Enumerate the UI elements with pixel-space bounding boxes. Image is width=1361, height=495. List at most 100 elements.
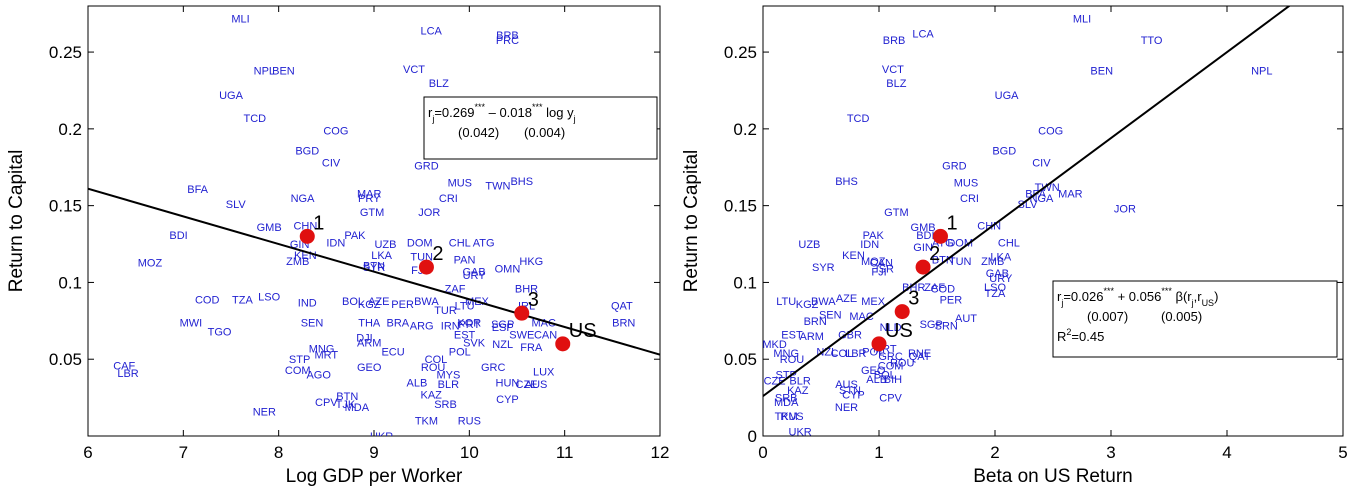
country-point-label: SWE — [509, 330, 534, 342]
plot-area — [762, 5, 1344, 437]
highlight-point-label: US — [885, 320, 913, 342]
country-point-label: QAT — [611, 300, 633, 312]
country-point-label: TZA — [232, 294, 253, 306]
country-point-label: TKM — [775, 411, 798, 423]
country-point-label: GRC — [878, 351, 903, 363]
highlight-point-label: US — [569, 320, 597, 342]
country-point-label: KOR — [457, 317, 481, 329]
country-point-label: QAT — [909, 351, 931, 363]
highlight-point — [932, 228, 948, 244]
country-point-label: STP — [775, 370, 796, 382]
country-point-label: BOL — [874, 370, 896, 382]
country-point-label: LSO — [984, 282, 1006, 294]
regression-annotation-box — [1052, 280, 1338, 358]
country-point-label: NLD — [880, 322, 902, 334]
x-tick-label: 2 — [990, 443, 999, 462]
country-point-label: CRI — [960, 193, 979, 205]
highlight-point — [915, 259, 931, 275]
country-point-label: BHR — [515, 284, 538, 296]
country-point-label: UKR — [370, 431, 393, 443]
country-point-label: IND — [298, 297, 317, 309]
country-point-label: COG — [1038, 125, 1063, 137]
country-point-label: ALB — [866, 374, 887, 386]
y-tick-label: 0.1 — [733, 273, 757, 292]
country-point-label: ECU — [381, 347, 404, 359]
country-point-label: GIN — [913, 242, 933, 254]
highlight-point — [299, 228, 315, 244]
country-point-label: COG — [323, 125, 348, 137]
country-point-label: GMB — [911, 222, 936, 234]
country-point-label: SGP — [920, 319, 943, 331]
y-tick-label: 0.05 — [724, 350, 757, 369]
country-point-label: BHS — [510, 176, 533, 188]
country-point-label: HUN — [496, 377, 520, 389]
country-point-label: CHL — [449, 238, 471, 250]
country-point-label: JOR — [1114, 204, 1136, 216]
regression-annotation-box — [423, 96, 658, 160]
country-point-label: SLV — [1017, 199, 1038, 211]
country-point-label: BIH — [884, 374, 902, 386]
country-point-label: ROU — [780, 354, 805, 366]
y-tick-label: 0.25 — [49, 43, 82, 62]
country-point-label: ETH — [182, 0, 204, 5]
country-point-label: LCA — [912, 29, 934, 41]
country-point-label: BRB — [496, 30, 519, 42]
country-point-label: TTO — [1141, 35, 1163, 47]
country-point-label: SRB — [775, 393, 798, 405]
country-point-label: COD — [931, 284, 956, 296]
country-point-label: URY — [463, 270, 487, 282]
country-point-label: BEN — [1090, 66, 1113, 78]
country-point-label: LTU — [455, 300, 475, 312]
country-point-label: COL — [425, 354, 448, 366]
country-point-label: CPV — [879, 393, 902, 405]
x-tick-label: 3 — [1106, 443, 1115, 462]
highlight-point — [514, 305, 530, 321]
country-point-label: BLZ — [886, 78, 906, 90]
country-point-label: RNE — [908, 348, 931, 360]
country-point-label: COM — [878, 360, 904, 372]
country-point-label: AUT — [955, 313, 977, 325]
fit-line — [88, 187, 660, 356]
x-axis-label: Beta on US Return — [973, 466, 1132, 487]
country-point-label: AGO — [306, 370, 331, 382]
y-tick-label: 0.2 — [58, 120, 82, 139]
highlight-point-label: 3 — [908, 288, 919, 310]
country-point-label: PAN — [454, 254, 476, 266]
country-point-label: OMN — [495, 264, 521, 276]
y-tick-label: 0.2 — [733, 120, 757, 139]
country-point-label: PAK — [863, 230, 885, 242]
x-tick-label: 6 — [83, 443, 92, 462]
country-point-label: PAK — [344, 230, 366, 242]
country-point-label: EST — [454, 330, 476, 342]
country-point-label: ZMB — [981, 256, 1004, 268]
country-point-label: SRB — [434, 399, 457, 411]
country-point-label: COM — [285, 365, 311, 377]
country-point-label: CAN — [534, 330, 557, 342]
country-point-label: LKA — [371, 250, 392, 262]
y-tick-label: 0.1 — [58, 273, 82, 292]
country-point-label: URY — [989, 273, 1013, 285]
x-tick-label: 4 — [1222, 443, 1231, 462]
country-point-label: BWA — [414, 296, 439, 308]
x-axis-label: Log GDP per Worker — [286, 466, 463, 487]
country-point-label: PER — [391, 299, 414, 311]
country-point-label: KAZ — [787, 385, 809, 397]
country-point-label: UZB — [798, 239, 820, 251]
country-point-label: BLZ — [429, 78, 449, 90]
regression-equation: rj=0.026*** + 0.056*** β(rj,rUS) — [1057, 286, 1218, 308]
country-point-label: MUS — [954, 178, 978, 190]
country-point-label: BDI — [916, 230, 934, 242]
country-point-label: SGP — [491, 319, 514, 331]
country-point-label: FRA — [520, 342, 543, 354]
x-tick-label: 9 — [369, 443, 378, 462]
country-point-label: LUX — [533, 367, 555, 379]
country-point-label: THA — [358, 317, 381, 329]
country-point-label: GAB — [986, 268, 1009, 280]
country-point-label: BWA — [811, 296, 836, 308]
country-point-label: MAR — [357, 188, 382, 200]
country-point-label: ZMB — [286, 256, 309, 268]
country-point-label: UKR — [789, 426, 812, 438]
regression-se-intercept: (0.007) — [1087, 309, 1128, 324]
country-point-label: SLV — [226, 199, 247, 211]
